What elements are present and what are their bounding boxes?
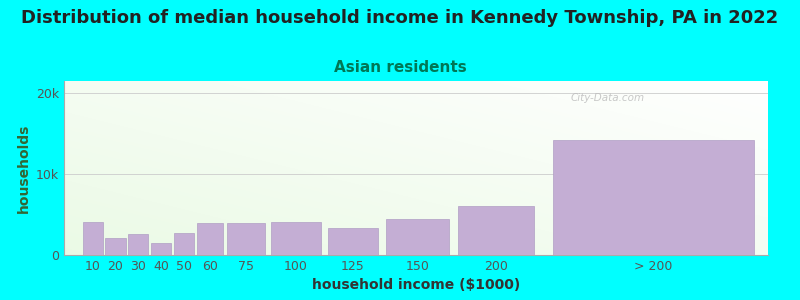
Bar <box>270 222 321 255</box>
Bar <box>106 238 126 255</box>
Bar <box>386 219 449 255</box>
Text: City-Data.com: City-Data.com <box>571 93 645 103</box>
Bar <box>458 206 534 255</box>
X-axis label: household income ($1000): household income ($1000) <box>312 278 520 292</box>
Bar <box>227 224 265 255</box>
Text: Distribution of median household income in Kennedy Township, PA in 2022: Distribution of median household income … <box>22 9 778 27</box>
Bar <box>328 228 378 255</box>
Bar <box>82 222 102 255</box>
Bar <box>128 234 149 255</box>
Bar <box>151 243 171 255</box>
Y-axis label: households: households <box>17 123 30 213</box>
Text: Asian residents: Asian residents <box>334 60 466 75</box>
Bar <box>553 140 754 255</box>
Bar <box>174 233 194 255</box>
Bar <box>198 224 222 255</box>
